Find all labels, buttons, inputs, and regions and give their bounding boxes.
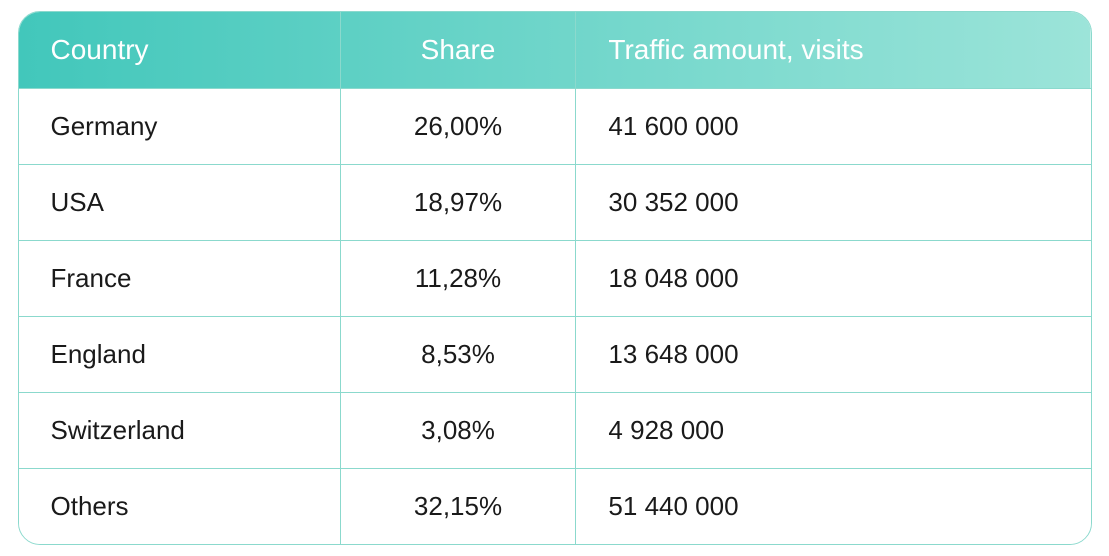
table-row: England 8,53% 13 648 000: [19, 317, 1091, 393]
cell-share: 18,97%: [340, 165, 576, 241]
cell-country: Switzerland: [19, 393, 341, 469]
cell-share: 26,00%: [340, 89, 576, 165]
cell-share: 3,08%: [340, 393, 576, 469]
cell-traffic: 51 440 000: [576, 469, 1091, 545]
traffic-table-container: Country Share Traffic amount, visits Ger…: [18, 11, 1092, 545]
column-header-country: Country: [19, 12, 341, 89]
table-row: USA 18,97% 30 352 000: [19, 165, 1091, 241]
cell-country: France: [19, 241, 341, 317]
table-row: Others 32,15% 51 440 000: [19, 469, 1091, 545]
table-row: France 11,28% 18 048 000: [19, 241, 1091, 317]
table-row: Switzerland 3,08% 4 928 000: [19, 393, 1091, 469]
cell-country: USA: [19, 165, 341, 241]
column-header-share: Share: [340, 12, 576, 89]
cell-share: 8,53%: [340, 317, 576, 393]
cell-traffic: 41 600 000: [576, 89, 1091, 165]
cell-country: Germany: [19, 89, 341, 165]
cell-traffic: 18 048 000: [576, 241, 1091, 317]
cell-traffic: 4 928 000: [576, 393, 1091, 469]
column-header-traffic: Traffic amount, visits: [576, 12, 1091, 89]
cell-share: 32,15%: [340, 469, 576, 545]
cell-traffic: 13 648 000: [576, 317, 1091, 393]
table-row: Germany 26,00% 41 600 000: [19, 89, 1091, 165]
table-body: Germany 26,00% 41 600 000 USA 18,97% 30 …: [19, 89, 1091, 545]
cell-country: Others: [19, 469, 341, 545]
table-header: Country Share Traffic amount, visits: [19, 12, 1091, 89]
cell-country: England: [19, 317, 341, 393]
traffic-table: Country Share Traffic amount, visits Ger…: [19, 12, 1091, 544]
cell-traffic: 30 352 000: [576, 165, 1091, 241]
cell-share: 11,28%: [340, 241, 576, 317]
